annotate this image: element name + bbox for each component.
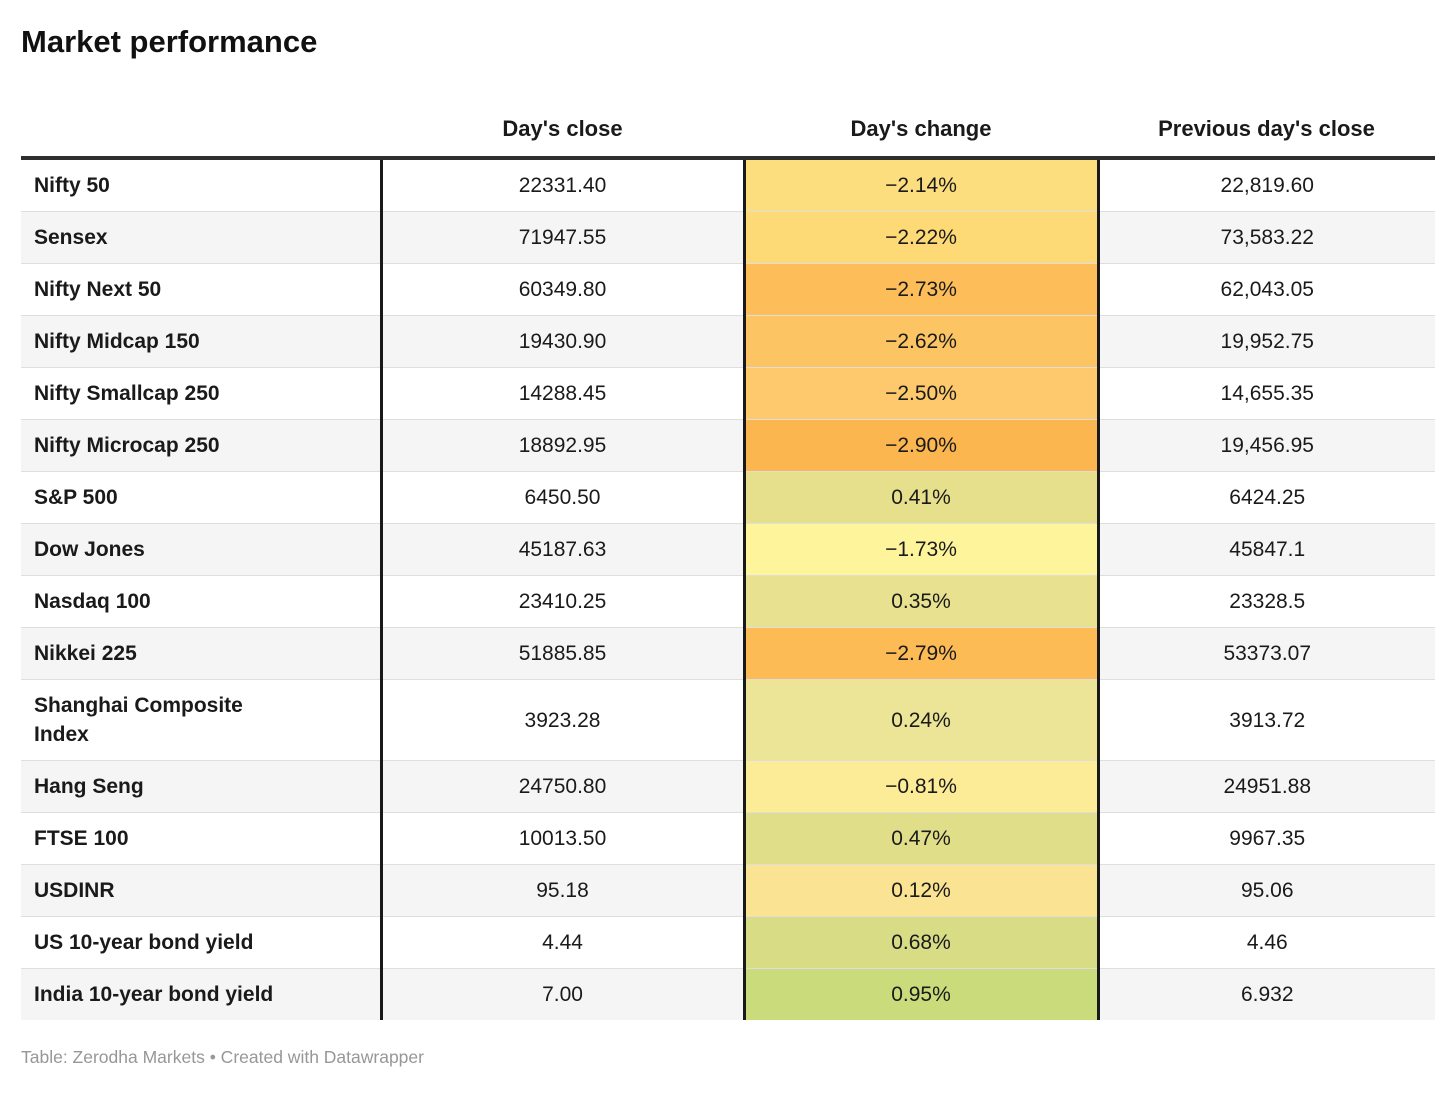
row-label-cell: Nifty Midcap 150 [21,315,381,368]
days-change-cell: −2.73% [742,263,1100,316]
days-close-cell: 6450.50 [379,471,744,524]
table-row: FTSE 100 10013.50 0.47% 9967.35 [21,812,1435,865]
previous-days-close-cell: 73,583.22 [1098,211,1435,264]
days-close-cell: 71947.55 [379,211,744,264]
days-change-cell: −2.50% [742,367,1100,420]
days-change-cell: −0.81% [742,760,1100,813]
table-row: US 10-year bond yield 4.44 0.68% 4.46 [21,916,1435,969]
row-label-cell: FTSE 100 [21,812,381,865]
days-close-cell: 10013.50 [379,812,744,865]
days-change-cell: −2.62% [742,315,1100,368]
table-row: Nikkei 225 51885.85 −2.79% 53373.07 [21,627,1435,680]
previous-days-close-cell: 14,655.35 [1098,367,1435,420]
days-change-cell: 0.24% [742,679,1100,761]
previous-days-close-cell: 4.46 [1098,916,1435,969]
previous-days-close-cell: 6424.25 [1098,471,1435,524]
previous-days-close-cell: 3913.72 [1098,679,1435,761]
table-row: India 10-year bond yield 7.00 0.95% 6.93… [21,968,1435,1020]
days-close-cell: 51885.85 [379,627,744,680]
column-header-previous-days-close: Previous day's close [1098,70,1435,160]
previous-days-close-cell: 19,952.75 [1098,315,1435,368]
row-label-cell: Shanghai Composite Index [21,679,381,761]
row-label-cell: Hang Seng [21,760,381,813]
table-row: Sensex 71947.55 −2.22% 73,583.22 [21,211,1435,264]
table-row: Nifty Smallcap 250 14288.45 −2.50% 14,65… [21,367,1435,420]
table-header-row: Day's close Day's change Previous day's … [21,70,1435,160]
days-change-cell: −2.79% [742,627,1100,680]
row-label-cell: Nifty 50 [34,174,110,197]
row-label-cell: S&P 500 [21,471,381,524]
previous-days-close-cell: 6.932 [1098,968,1435,1020]
previous-days-close-cell: 62,043.05 [1098,263,1435,316]
table-row: Nasdaq 100 23410.25 0.35% 23328.5 [21,575,1435,628]
days-change-cell: 0.41% [742,471,1100,524]
days-close-cell: 7.00 [379,968,744,1020]
previous-days-close-cell: 45847.1 [1098,523,1435,576]
market-performance-table: Day's close Day's change Previous day's … [21,70,1435,1020]
table-body: Nifty 50 22331.40 −2.14% 22,819.60 Sense… [21,158,1435,1020]
column-header-days-change: Day's change [744,70,1098,160]
row-label-cell: Sensex [21,211,381,264]
previous-days-close-cell: 95.06 [1098,864,1435,917]
page: Market performance Day's close Day's cha… [21,24,1435,1067]
column-header-empty [21,70,381,160]
table-row: Shanghai Composite Index 3923.28 0.24% 3… [21,679,1435,761]
table-row: Dow Jones 45187.63 −1.73% 45847.1 [21,523,1435,576]
days-close-cell: 22331.40 [379,158,744,212]
days-change-cell: 0.68% [742,916,1100,969]
days-close-cell: 23410.25 [379,575,744,628]
days-close-cell: 4.44 [379,916,744,969]
previous-days-close-cell: 9967.35 [1098,812,1435,865]
row-label-cell: Nifty Next 50 [21,263,381,316]
days-change-cell: −1.73% [742,523,1100,576]
previous-days-close-cell: 19,456.95 [1098,419,1435,472]
row-label-cell: Nikkei 225 [21,627,381,680]
days-close-cell: 19430.90 [379,315,744,368]
row-label-cell: India 10-year bond yield [21,968,381,1020]
row-label-cell: Nasdaq 100 [21,575,381,628]
table-row: S&P 500 6450.50 0.41% 6424.25 [21,471,1435,524]
table-row: Nifty 50 22331.40 −2.14% 22,819.60 [21,158,1435,212]
row-label-cell: US 10-year bond yield [21,916,381,969]
page-title: Market performance [21,24,318,59]
days-close-cell: 60349.80 [379,263,744,316]
days-close-cell: 95.18 [379,864,744,917]
column-header-days-close: Day's close [381,70,744,160]
table-row: Nifty Next 50 60349.80 −2.73% 62,043.05 [21,263,1435,316]
row-label-cell: Nifty Smallcap 250 [21,367,381,420]
days-close-cell: 14288.45 [379,367,744,420]
table-row: Hang Seng 24750.80 −0.81% 24951.88 [21,760,1435,813]
table-row: Nifty Midcap 150 19430.90 −2.62% 19,952.… [21,315,1435,368]
days-close-cell: 3923.28 [379,679,744,761]
days-close-cell: 45187.63 [379,523,744,576]
table-row: Nifty Microcap 250 18892.95 −2.90% 19,45… [21,419,1435,472]
days-close-cell: 24750.80 [379,760,744,813]
days-change-cell: −2.90% [742,419,1100,472]
days-change-cell: −2.22% [742,211,1100,264]
days-change-cell: 0.95% [742,968,1100,1020]
row-label-cell: Nifty Microcap 250 [21,419,381,472]
row-label-cell: Dow Jones [21,523,381,576]
days-change-cell: 0.35% [742,575,1100,628]
previous-days-close-cell: 23328.5 [1098,575,1435,628]
previous-days-close-cell: 24951.88 [1098,760,1435,813]
days-change-cell: 0.47% [742,812,1100,865]
row-label-cell: USDINR [21,864,381,917]
days-close-cell: 18892.95 [379,419,744,472]
table-row: USDINR 95.18 0.12% 95.06 [21,864,1435,917]
days-change-cell: 0.12% [742,864,1100,917]
attribution-footer: Table: Zerodha Markets • Created with Da… [21,1047,424,1067]
previous-days-close-cell: 22,819.60 [1220,174,1314,197]
days-change-cell: −2.14% [742,158,1100,212]
previous-days-close-cell: 53373.07 [1098,627,1435,680]
